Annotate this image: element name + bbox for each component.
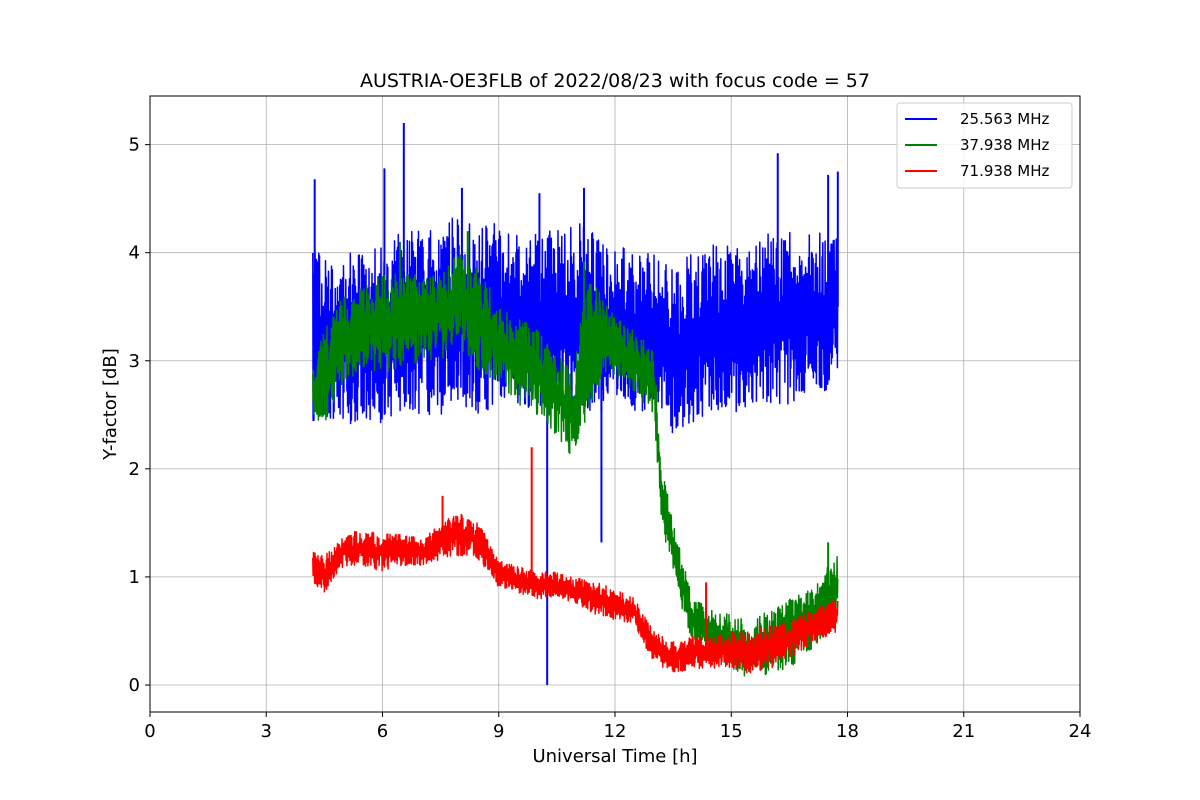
- y-tick-label: 2: [129, 459, 140, 480]
- x-tick-label: 0: [144, 721, 155, 742]
- series-line: [312, 217, 839, 434]
- series-layer: [312, 123, 839, 685]
- x-tick-label: 9: [493, 721, 504, 742]
- x-axis-label: Universal Time [h]: [532, 746, 697, 767]
- x-tick-label: 6: [377, 721, 388, 742]
- x-tick-label: 15: [720, 721, 743, 742]
- y-tick-label: 4: [129, 243, 140, 264]
- x-tick-label: 3: [261, 721, 272, 742]
- legend: 25.563 MHz 37.938 MHz 71.938 MHz: [896, 102, 1073, 189]
- legend-box: [896, 102, 1073, 189]
- x-tick-label: 12: [604, 721, 627, 742]
- x-tick-label: 21: [952, 721, 975, 742]
- legend-label: 37.938 MHz: [960, 136, 1049, 154]
- legend-label: 25.563 MHz: [960, 110, 1049, 128]
- legend-label: 71.938 MHz: [960, 162, 1049, 180]
- y-tick-label: 0: [129, 675, 140, 696]
- series-line: [312, 513, 839, 674]
- y-tick-label: 5: [129, 135, 140, 156]
- x-tick-label: 24: [1069, 721, 1092, 742]
- y-tick-label: 3: [129, 351, 140, 372]
- series-71-938-mhz: [312, 447, 839, 674]
- x-tick-label: 18: [836, 721, 859, 742]
- y-axis-label: Y-factor [dB]: [100, 348, 121, 461]
- y-tick-label: 1: [129, 567, 140, 588]
- chart-title: AUSTRIA-OE3FLB of 2022/08/23 with focus …: [360, 70, 870, 92]
